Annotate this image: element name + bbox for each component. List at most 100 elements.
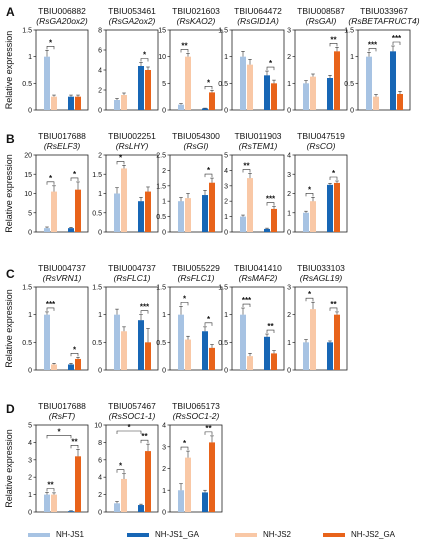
chart-9-bar-2 (247, 178, 253, 232)
chart-1-bar-3 (145, 70, 151, 110)
chart-18-bar-0 (178, 490, 184, 512)
chart-11-ytick-label-1: 0.5 (22, 340, 32, 347)
chart-10-sig-bracket-0 (305, 193, 314, 197)
chart-0-ytick-label-0: 0 (28, 108, 32, 115)
chart-8-frame (169, 154, 223, 233)
chart-6-sig-label-0: * (49, 174, 53, 183)
chart-6-ytick-label-4: 20 (24, 153, 32, 160)
chart-14-sig-bracket-1 (266, 329, 275, 334)
chart-11-bar-1 (68, 364, 74, 370)
chart-5-sig-bracket-0 (368, 48, 377, 52)
chart-17-bar-1 (138, 505, 144, 512)
chart-14-sig-bracket-0 (242, 303, 251, 308)
chart-18-ytick-label-3: 3 (162, 444, 166, 451)
chart-10-ytick-label-0: 0 (287, 230, 291, 237)
chart-9-bar-3 (271, 208, 277, 232)
chart-4-ytick-label-1: 1 (287, 81, 291, 88)
chart-2-bar-1 (202, 108, 208, 110)
chart-4-ytick-label-2: 2 (287, 54, 291, 61)
legend-swatch-nh-js1 (28, 532, 50, 537)
chart-14-ytick-label-2: 1 (224, 312, 228, 319)
chart-9-bar-1 (264, 228, 270, 232)
chart-17-title: TBIU057467 (108, 401, 156, 411)
chart-18-ytick-label-2: 2 (162, 466, 166, 473)
chart-9-sig-bracket-1 (266, 202, 275, 206)
chart-11-ytick-label-2: 1 (28, 312, 32, 319)
y-axis-label-b: Relative expression (4, 154, 14, 233)
chart-8-ytick-label-3: 1.5 (156, 183, 166, 190)
chart-18-ytick-label-1: 1 (162, 488, 166, 495)
chart-13-ytick-label-3: 1.5 (156, 285, 166, 292)
chart-5-title: TBIU033967 (360, 6, 408, 16)
chart-0-bar-3 (75, 96, 81, 110)
chart-1-subtitle: (RsGA2ox2) (109, 16, 156, 26)
chart-8-subtitle: (RsGI) (183, 141, 208, 151)
chart-6-title: TBIU017688 (38, 131, 86, 141)
chart-1-sig-bracket-0 (140, 58, 149, 62)
chart-6-ytick-label-1: 5 (28, 210, 32, 217)
chart-4-bar-2 (310, 76, 316, 110)
chart-9-ytick-label-2: 2 (224, 199, 228, 206)
chart-5-bar-1 (390, 51, 396, 110)
chart-9-sig-bracket-0 (242, 169, 251, 173)
chart-12-bar-0 (114, 314, 120, 370)
chart-7-ytick-label-2: 1 (98, 191, 102, 198)
chart-4-bar-0 (303, 83, 309, 110)
chart-6-bar-3 (75, 189, 81, 232)
chart-13-sig-label-1: * (207, 315, 211, 324)
chart-17-sig-label-1: ** (141, 432, 148, 441)
chart-12-ytick-label-1: 0.5 (92, 340, 102, 347)
chart-1-ytick-label-0: 0 (98, 108, 102, 115)
chart-16-sig-bracket-0 (46, 488, 55, 492)
chart-16-frame (35, 424, 89, 513)
chart-7-ytick-label-3: 1.5 (92, 172, 102, 179)
chart-8-title: TBIU054300 (172, 131, 220, 141)
chart-9-ytick-label-5: 5 (224, 153, 228, 160)
chart-13-bar-2 (185, 339, 191, 370)
chart-9-subtitle: (RsTEM1) (239, 141, 278, 151)
chart-8-bar-0 (178, 201, 184, 232)
chart-17-frame (105, 424, 159, 513)
chart-16-ytick-label-2: 2 (28, 475, 32, 482)
chart-0-sig-bracket-0 (46, 45, 55, 50)
chart-5-ytick-label-3: 1.5 (344, 28, 354, 35)
chart-13-subtitle: (RsFLC1) (178, 273, 215, 283)
chart-12-sig-label-0: *** (140, 303, 150, 312)
panel-letter-b: B (6, 132, 15, 146)
chart-11-ytick-label-3: 1.5 (22, 285, 32, 292)
chart-4-subtitle: (RsGAI) (306, 16, 337, 26)
chart-8-bar-2 (185, 198, 191, 232)
chart-3-title: TBIU064472 (234, 6, 282, 16)
chart-9-sig-label-1: *** (266, 195, 276, 204)
chart-15-bar-1 (327, 342, 333, 370)
chart-14-sig-label-0: *** (242, 296, 252, 305)
chart-7-sig-bracket-0 (116, 161, 125, 165)
chart-3-sig-bracket-0 (266, 66, 275, 71)
chart-14-ytick-label-1: 0.5 (218, 340, 228, 347)
chart-4-ytick-label-0: 0 (287, 108, 291, 115)
chart-17-sig-label-0: * (119, 462, 123, 471)
chart-2-sig-label-0: ** (181, 41, 188, 50)
chart-3-bar-1 (264, 75, 270, 110)
chart-10-ytick-label-4: 4 (287, 153, 291, 160)
chart-10-sig-label-1: * (332, 169, 336, 178)
chart-14-subtitle: (RsMAF2) (239, 273, 278, 283)
chart-3-bar-2 (247, 64, 253, 110)
chart-13-sig-label-0: * (183, 294, 187, 303)
chart-11-ytick-label-0: 0 (28, 368, 32, 375)
chart-13-ytick-label-0: 0 (162, 368, 166, 375)
chart-11-sig-bracket-1 (70, 352, 79, 357)
chart-10-ytick-label-1: 1 (287, 210, 291, 217)
chart-14-bar-3 (271, 353, 277, 370)
panel-letter-d: D (6, 402, 15, 416)
chart-13-title: TBIU055229 (172, 263, 220, 273)
chart-13-sig-bracket-1 (204, 322, 213, 326)
chart-12-title: TBIU004737 (108, 263, 156, 273)
chart-9-ytick-label-0: 0 (224, 230, 228, 237)
chart-12-sig-bracket-0 (140, 310, 149, 314)
chart-14-title: TBIU041410 (234, 263, 282, 273)
chart-11-bar-3 (75, 358, 81, 370)
chart-5-sig-label-1: *** (392, 34, 402, 43)
chart-3-frame (231, 29, 285, 111)
chart-18-sig-label-1: ** (205, 424, 212, 433)
